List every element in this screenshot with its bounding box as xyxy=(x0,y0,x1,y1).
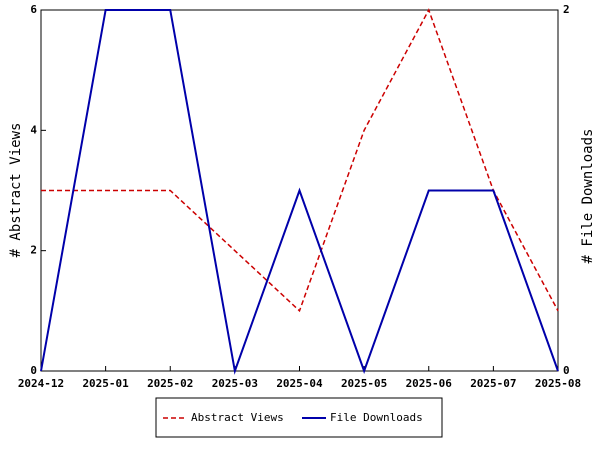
x-tick-label: 2024-12 xyxy=(18,377,64,390)
data-line xyxy=(40,9,559,375)
x-tick-label: 2025-06 xyxy=(406,377,453,390)
y2-tick-label: 2 xyxy=(563,3,570,16)
legend-label: File Downloads xyxy=(330,411,423,424)
y-tick-label: 6 xyxy=(30,3,37,16)
legend-label: Abstract Views xyxy=(191,411,284,424)
y2-axis-label: # File Downloads xyxy=(580,129,596,264)
data-line xyxy=(41,8,559,313)
x-tick-label: 2025-01 xyxy=(82,377,129,390)
y-tick-label: 4 xyxy=(30,123,37,136)
x-tick-label: 2025-07 xyxy=(470,377,516,390)
y-axis-label: # Abstract Views xyxy=(8,123,24,258)
y-tick-label: 0 xyxy=(30,364,37,377)
legend-box xyxy=(155,397,443,438)
y2-tick-label: 0 xyxy=(563,364,570,377)
y-tick-label: 2 xyxy=(30,244,37,257)
x-tick-label: 2025-08 xyxy=(535,377,581,390)
x-tick-label: 2025-02 xyxy=(147,377,193,390)
x-tick-label: 2025-04 xyxy=(276,377,323,390)
x-tick-label: 2025-05 xyxy=(341,377,387,390)
x-tick-label: 2025-03 xyxy=(212,377,258,390)
